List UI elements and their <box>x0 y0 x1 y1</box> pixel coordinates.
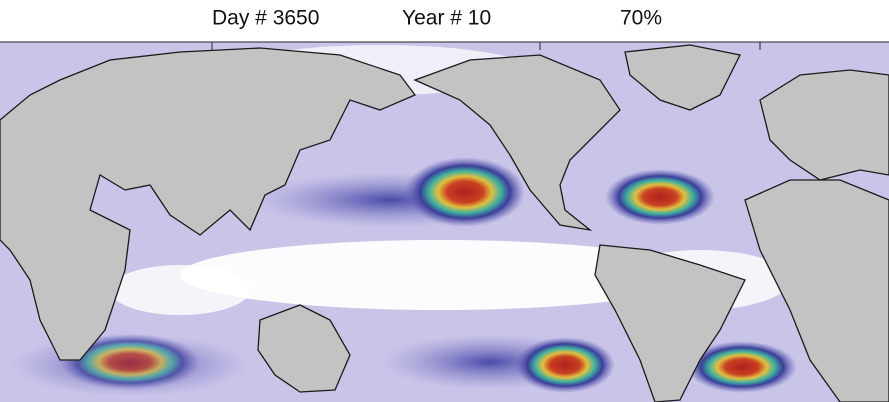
garbage-patches <box>60 157 797 393</box>
header-band <box>0 0 889 42</box>
percent-label: 70% <box>620 7 662 30</box>
day-counter: Day # 3650 <box>212 7 319 30</box>
map-frame <box>0 41 889 50</box>
year-counter: Year # 10 <box>402 7 491 30</box>
continents <box>0 44 889 402</box>
